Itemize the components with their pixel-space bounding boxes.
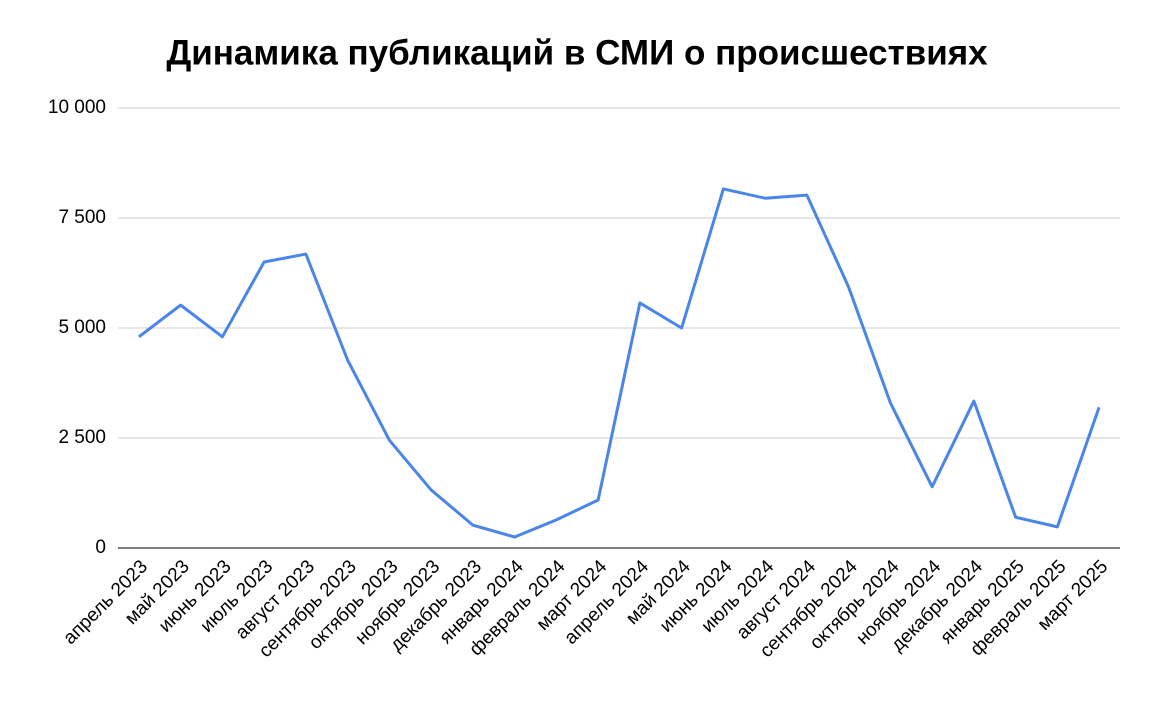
y-tick-label: 5 000 xyxy=(58,317,106,338)
y-tick-label: 2 500 xyxy=(58,427,106,448)
y-tick-label: 7 500 xyxy=(58,207,106,228)
chart-title: Динамика публикаций в СМИ о происшествия… xyxy=(166,33,988,72)
y-tick-label: 10 000 xyxy=(48,97,106,118)
y-tick-label: 0 xyxy=(95,537,106,558)
data-line xyxy=(137,187,1101,539)
